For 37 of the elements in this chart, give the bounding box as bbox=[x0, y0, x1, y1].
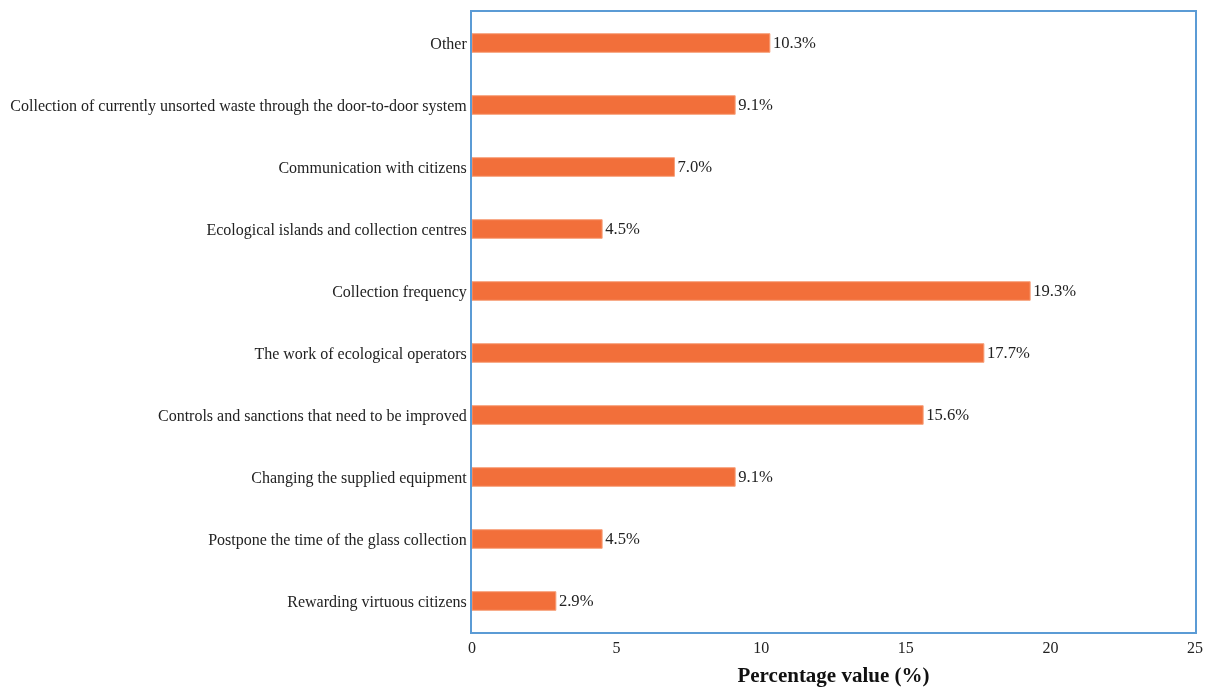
x-axis-title: Percentage value (%) bbox=[737, 662, 930, 687]
y-tick-label: Postpone the time of the glass collection bbox=[208, 530, 467, 549]
y-tick-label: Rewarding virtuous citizens bbox=[287, 592, 467, 611]
bar bbox=[472, 529, 603, 549]
y-tick-label: Ecological islands and collection centres bbox=[206, 220, 467, 239]
bar bbox=[472, 33, 771, 53]
data-label: 10.3% bbox=[772, 33, 816, 53]
x-tick-label: 20 bbox=[1042, 639, 1059, 657]
x-tick-label: 0 bbox=[468, 639, 476, 657]
data-label: 7.0% bbox=[677, 157, 713, 177]
y-tick-label: Collection frequency bbox=[332, 282, 467, 301]
data-label: 2.9% bbox=[558, 591, 594, 611]
data-label: 9.1% bbox=[738, 467, 773, 487]
bar bbox=[472, 405, 924, 425]
bar bbox=[472, 281, 1031, 301]
y-tick-label: Communication with citizens bbox=[278, 158, 467, 176]
x-tick-label: 15 bbox=[897, 639, 914, 657]
y-tick-label: Other bbox=[430, 34, 468, 52]
data-label: 4.5% bbox=[605, 219, 640, 239]
bar bbox=[472, 343, 985, 363]
y-tick-label: Changing the supplied equipment bbox=[251, 468, 468, 487]
bar bbox=[472, 467, 736, 487]
bar bbox=[472, 157, 675, 177]
x-tick-label: 25 bbox=[1187, 639, 1203, 657]
bar bbox=[472, 219, 603, 239]
data-label: 15.6% bbox=[926, 405, 970, 425]
bar bbox=[472, 591, 557, 611]
data-label: 17.7% bbox=[986, 343, 1030, 363]
y-tick-label: Controls and sanctions that need to be improved bbox=[157, 406, 467, 425]
y-tick-label: The work of ecological operators bbox=[254, 344, 467, 363]
x-tick-label: 5 bbox=[612, 639, 621, 657]
data-label: 19.3% bbox=[1033, 281, 1077, 301]
data-label: 4.5% bbox=[605, 529, 640, 549]
y-tick-label: Collection of currently unsorted waste through the door-to-door system bbox=[10, 96, 468, 115]
bar bbox=[472, 95, 736, 115]
x-tick-label: 10 bbox=[753, 639, 770, 657]
data-label: 9.1% bbox=[738, 95, 773, 115]
